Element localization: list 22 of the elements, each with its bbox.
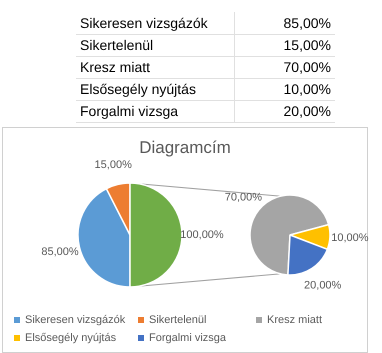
text: 70,00% <box>234 56 335 78</box>
text: 85,00% <box>234 12 335 34</box>
legend-label: Sikertelenül <box>148 314 208 326</box>
chart-title: Diagramcím <box>138 138 232 158</box>
data-label: 15,00% <box>94 159 132 172</box>
legend-label: Kresz miatt <box>266 314 324 326</box>
text: Kresz miatt <box>76 56 234 78</box>
data-label: 20,00% <box>304 279 342 292</box>
data-label: 85,00% <box>41 246 79 258</box>
text: Forgalmi vizsga <box>76 100 234 122</box>
legend-label: Forgalmi vizsga <box>148 332 228 344</box>
text: 20,00% <box>234 100 335 122</box>
data-label: 10,00% <box>331 232 369 244</box>
legend-label: Elsősegély nyújtás <box>24 332 118 344</box>
text: Elsősegély nyújtás <box>76 78 234 100</box>
text: 10,00% <box>234 78 335 100</box>
legend-label: Sikeresen vizsgázók <box>24 314 126 326</box>
text: Sikeresen vizsgázók <box>76 12 234 34</box>
text: Sikertelenül <box>76 34 234 56</box>
data-label: 70,00% <box>224 191 262 204</box>
data-label: 100,00% <box>180 229 224 242</box>
text: 15,00% <box>234 34 335 56</box>
